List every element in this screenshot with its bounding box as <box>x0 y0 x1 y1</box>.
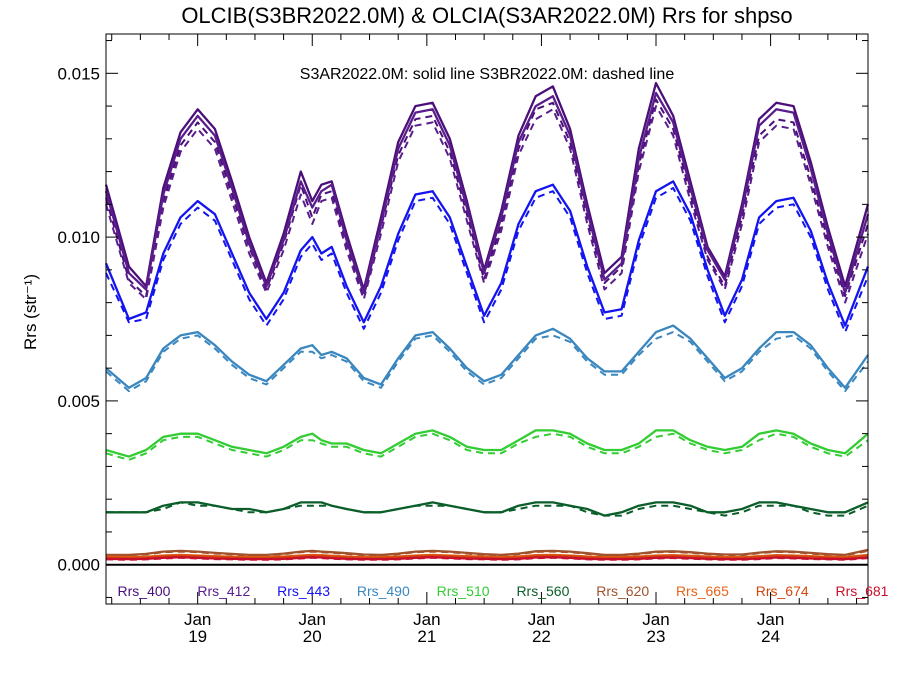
chart-title: OLCIB(S3BR2022.0M) & OLCIA(S3AR2022.0M) … <box>181 3 792 28</box>
series-line-rrs-510-dashed <box>105 432 869 461</box>
legend-entry: Rrs_510 <box>437 583 490 599</box>
series-line-rrs-681-solid <box>105 556 869 561</box>
y-tick-label: 0.010 <box>57 228 100 247</box>
x-tick-month: Jan <box>413 610 440 629</box>
series-line-rrs-620-solid <box>106 548 869 557</box>
line-style-annotation: S3AR2022.0M: solid line S3BR2022.0M: das… <box>300 66 675 83</box>
legend-entry: Rrs_681 <box>836 583 889 599</box>
x-tick-month: Jan <box>757 610 784 629</box>
plot-frame <box>105 33 869 605</box>
series-line-rrs-400-solid <box>104 81 870 291</box>
legend-entry: Rrs_412 <box>197 583 250 599</box>
legend-entry: Rrs_665 <box>676 583 729 599</box>
legend-entry: Rrs_674 <box>756 583 809 599</box>
legend-entry: Rrs_400 <box>118 583 171 599</box>
x-tick-day: 24 <box>761 627 780 646</box>
axes-layer: 0.0000.0050.0100.015Jan19Jan20Jan21Jan22… <box>57 33 869 646</box>
series-line-rrs-443-solid <box>104 180 870 327</box>
legend-entry: Rrs_443 <box>277 583 330 599</box>
x-tick-month: Jan <box>528 610 555 629</box>
series-line-rrs-400-dashed <box>105 98 869 298</box>
y-axis-label: Rrs (str⁻¹) <box>21 274 40 350</box>
y-tick-label: 0.015 <box>57 64 100 83</box>
legend: Rrs_400 Rrs_412 Rrs_443 Rrs_490 Rrs_510 Rrs_5… <box>118 583 889 599</box>
series-line-rrs-490-dashed <box>105 331 869 393</box>
x-tick-month: Jan <box>184 610 211 629</box>
x-tick-day: 20 <box>303 627 322 646</box>
x-tick-month: Jan <box>642 610 669 629</box>
series-line-rrs-510-solid <box>105 429 869 458</box>
series-line-rrs-412-dashed <box>105 105 869 304</box>
series-line-rrs-560-solid <box>106 501 869 517</box>
x-tick-month: Jan <box>299 610 326 629</box>
legend-entry: Rrs_620 <box>596 583 649 599</box>
series-line-rrs-412-solid <box>104 91 870 294</box>
legend-entry: Rrs_560 <box>516 583 569 599</box>
series-line-rrs-490-solid <box>105 324 869 389</box>
series-layer <box>104 81 870 561</box>
series-line-rrs-443-dashed <box>105 187 869 334</box>
legend-entry: Rrs_490 <box>357 583 410 599</box>
y-tick-label: 0.000 <box>57 556 100 575</box>
x-tick-day: 22 <box>532 627 551 646</box>
x-tick-day: 21 <box>417 627 436 646</box>
x-tick-day: 23 <box>647 627 666 646</box>
x-tick-day: 19 <box>188 627 207 646</box>
y-tick-label: 0.005 <box>57 392 100 411</box>
series-line-rrs-674-solid <box>105 554 869 559</box>
